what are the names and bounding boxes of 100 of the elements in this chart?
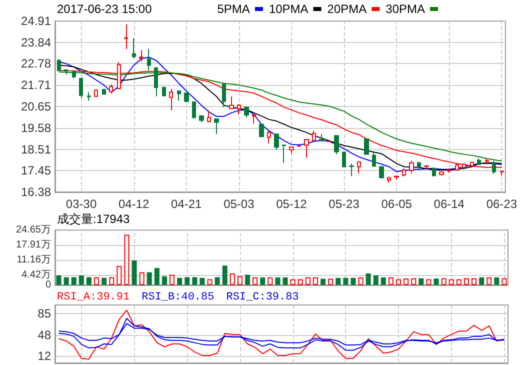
candlestick [87, 92, 91, 102]
bar [373, 275, 378, 285]
candlestick [357, 161, 361, 174]
x-tick-label: 04-12 [118, 197, 150, 211]
bar [252, 277, 258, 285]
candlestick [109, 84, 113, 94]
bar [486, 277, 492, 285]
y-tick-label: 17.45 [20, 164, 52, 178]
candlestick [274, 132, 279, 150]
bar [479, 277, 484, 285]
candlestick [207, 110, 211, 122]
candlestick [214, 118, 219, 135]
x-tick-label: 06-14 [434, 197, 465, 211]
bar [192, 277, 198, 285]
bar [139, 272, 144, 285]
bar [184, 277, 190, 285]
candlestick [424, 164, 429, 169]
text: RSI_C:39.83 [226, 292, 299, 304]
chart-title: 成交量:17943 [57, 212, 130, 226]
line-series [58, 310, 505, 360]
legend-label: 30PMA [386, 2, 425, 16]
x-tick-label: 04-21 [171, 197, 202, 211]
candlestick [477, 158, 481, 166]
candlestick [72, 70, 76, 80]
candlestick [409, 160, 414, 174]
candlestick [154, 66, 158, 97]
legend-label: 10PMA [268, 2, 308, 16]
bar [305, 277, 310, 285]
candlestick [432, 166, 436, 178]
bar [290, 279, 296, 285]
bar [336, 278, 341, 285]
candlestick [379, 166, 384, 180]
bar [200, 278, 205, 285]
candlestick [259, 123, 264, 138]
bar [426, 279, 432, 285]
candlestick [94, 88, 98, 97]
candlestick [349, 163, 354, 176]
bar [154, 268, 160, 285]
candlestick [57, 58, 61, 72]
bar [448, 279, 454, 285]
bar [404, 278, 409, 285]
candlestick [124, 24, 128, 50]
bar [328, 278, 334, 285]
y-tick-label: 11.16万 [16, 254, 51, 266]
candlestick [439, 171, 444, 176]
bar [132, 260, 137, 285]
legend-label: 5PMA [217, 2, 250, 16]
candlestick [252, 114, 256, 124]
candlestick [289, 146, 294, 154]
y-tick-label: 24.65万 [16, 224, 51, 236]
y-tick-label: 24.91 [20, 14, 52, 28]
series-label: RSI_B:40.85 [142, 292, 214, 304]
bar [109, 277, 114, 285]
y-tick-label: 18.51 [20, 142, 52, 156]
bar [260, 277, 266, 285]
candlestick [132, 38, 136, 59]
candlestick [364, 138, 369, 155]
y-tick-label: 85 [38, 306, 52, 321]
candlestick [417, 161, 421, 170]
bar [116, 266, 122, 285]
candlestick [319, 134, 324, 142]
bar [102, 278, 107, 285]
bar [434, 278, 439, 285]
candlestick [304, 138, 309, 158]
candlestick [312, 130, 316, 142]
candlestick [184, 92, 189, 103]
bar [456, 279, 462, 285]
bar [245, 274, 250, 285]
bar [396, 279, 402, 285]
candlestick [282, 144, 286, 164]
candlestick [229, 96, 234, 110]
candlestick [334, 134, 339, 155]
bar [162, 276, 167, 285]
candlestick [192, 100, 196, 118]
candlestick [177, 90, 181, 102]
bar [388, 277, 394, 285]
legend-label: 20PMA [327, 2, 367, 16]
candlestick [402, 168, 406, 178]
bar [214, 277, 220, 285]
candlestick [222, 82, 226, 108]
candlestick [79, 77, 83, 98]
bar [502, 278, 507, 285]
bar [230, 273, 235, 285]
candlestick [267, 130, 271, 144]
x-tick-label: 06-05 [381, 197, 412, 211]
y-tick-label: 12 [38, 349, 52, 364]
y-tick-label: 21.71 [20, 78, 52, 92]
candlestick [492, 160, 496, 174]
bar [146, 272, 152, 285]
candlestick [102, 88, 106, 96]
y-tick-label: 23.84 [20, 35, 52, 50]
bar [71, 277, 76, 285]
x-tick-label: 05-23 [328, 197, 360, 211]
y-tick-label: 48 [38, 328, 52, 342]
bar [472, 278, 477, 285]
y-tick-label: 22.78 [20, 56, 52, 71]
bar [64, 277, 69, 285]
line-series [58, 318, 505, 351]
candlestick [387, 176, 391, 184]
bar [441, 278, 446, 285]
